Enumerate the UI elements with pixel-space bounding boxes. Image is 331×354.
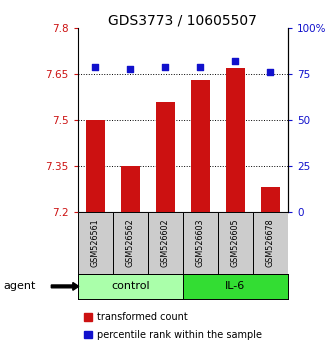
Bar (183, 274, 288, 299)
Title: GDS3773 / 10605507: GDS3773 / 10605507 (109, 13, 257, 27)
Text: GSM526678: GSM526678 (266, 218, 275, 267)
Text: transformed count: transformed count (97, 312, 187, 322)
Text: percentile rank within the sample: percentile rank within the sample (97, 330, 261, 339)
Point (233, 58, 238, 64)
Bar (253, 212, 288, 274)
Bar (218, 212, 253, 274)
Bar (148, 212, 183, 274)
Point (268, 69, 273, 75)
Bar (86, 120, 105, 212)
Bar (156, 102, 175, 212)
Text: GSM526603: GSM526603 (196, 218, 205, 267)
Bar (78, 212, 113, 274)
Point (163, 64, 168, 70)
Bar (226, 68, 245, 212)
Point (93, 64, 98, 70)
Bar (78, 274, 183, 299)
Text: IL-6: IL-6 (225, 281, 246, 291)
Bar (261, 187, 280, 212)
Text: agent: agent (3, 281, 36, 291)
Text: GSM526562: GSM526562 (126, 218, 135, 267)
Bar (183, 212, 218, 274)
Bar (113, 212, 148, 274)
Bar (191, 80, 210, 212)
Text: GSM526602: GSM526602 (161, 218, 170, 267)
Point (198, 64, 203, 70)
Point (128, 66, 133, 72)
Text: GSM526561: GSM526561 (91, 218, 100, 267)
Bar (121, 166, 140, 212)
Text: control: control (111, 281, 150, 291)
Text: GSM526605: GSM526605 (231, 218, 240, 267)
